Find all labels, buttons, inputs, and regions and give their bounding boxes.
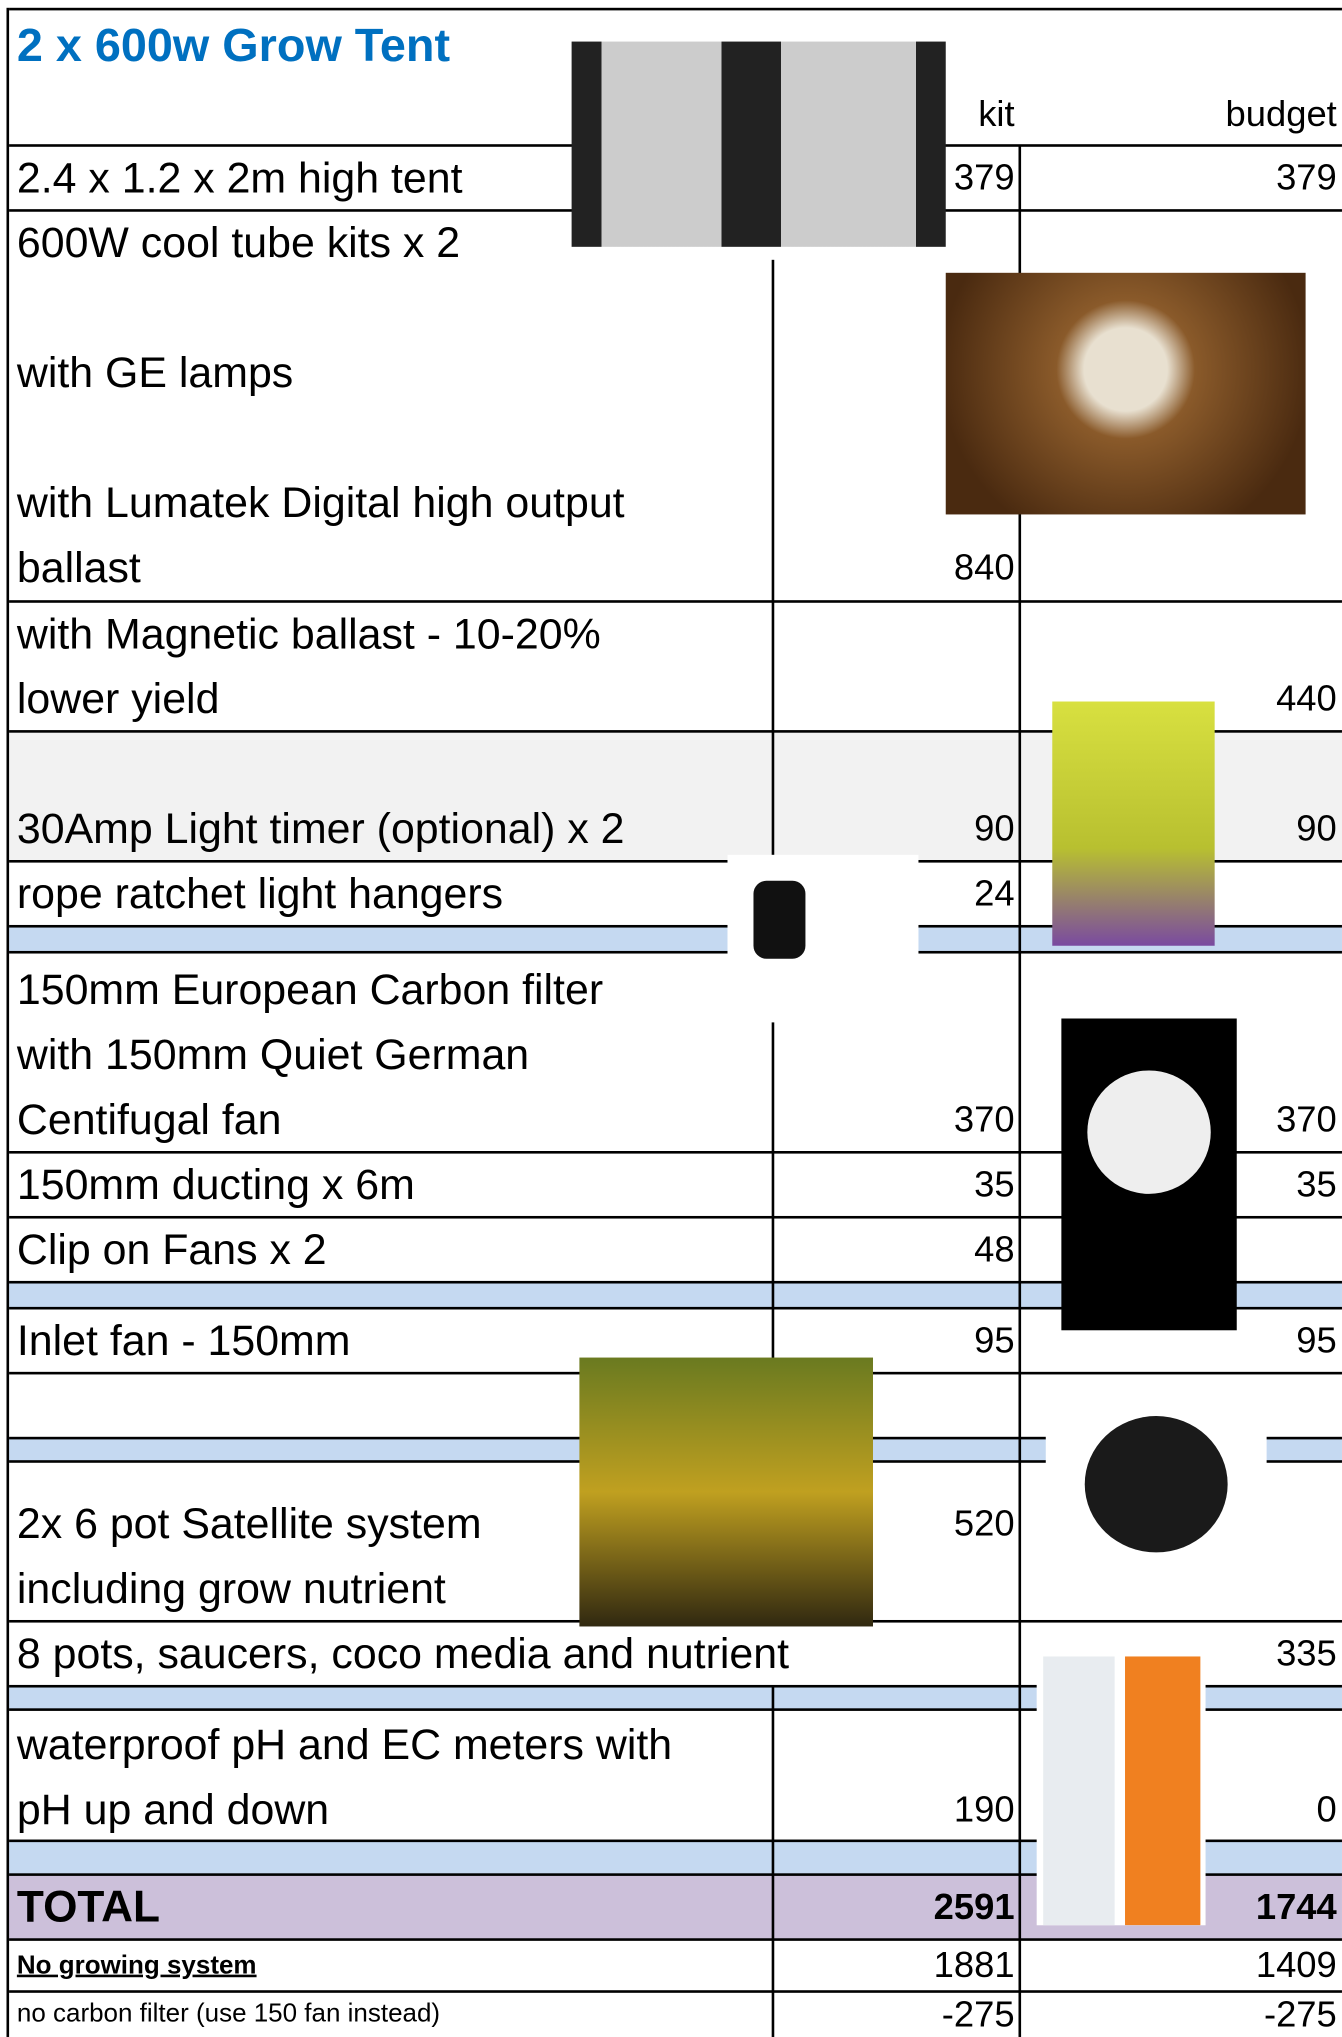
item-text: waterproof pH and EC meters with	[16, 1720, 673, 1769]
budget-price: 370	[1276, 1099, 1337, 1140]
item-text: 2.4 x 1.2 x 2m high tent	[16, 153, 463, 202]
fan-shape	[1087, 1070, 1211, 1194]
timer-photo	[1052, 701, 1215, 946]
kit-price: 35	[974, 1163, 1015, 1205]
kit-price: 90	[974, 808, 1015, 849]
item-text: with GE lamps	[16, 348, 294, 397]
note-label: no carbon filter (use 150 fan instead)	[16, 1999, 441, 2028]
rule	[9, 1215, 1342, 1219]
clip-fan-photo	[1061, 1018, 1237, 1331]
item-text: Clip on Fans x 2	[16, 1225, 327, 1274]
budget-price: 379	[1276, 157, 1337, 198]
kit-price: 370	[953, 1099, 1015, 1140]
rule	[9, 1990, 1342, 1993]
total-kit: 2591	[933, 1886, 1015, 1927]
rule	[9, 1839, 1342, 1843]
pots-photo	[579, 1357, 873, 1627]
rule	[9, 1280, 1342, 1284]
meter-shape	[1043, 1656, 1115, 1926]
rule	[9, 730, 1342, 733]
note-budget: -275	[1263, 1994, 1337, 2035]
kit-price: 48	[974, 1228, 1015, 1270]
item-text: with Lumatek Digital high output	[16, 478, 625, 527]
total-budget: 1744	[1255, 1886, 1337, 1927]
rule	[9, 1938, 1342, 1941]
meters-photo	[1036, 1656, 1206, 1926]
lamp-photo	[945, 272, 1306, 515]
item-text: 30Amp Light timer (optional) x 2	[16, 804, 625, 853]
item-text: 2x 6 pot Satellite system	[16, 1499, 482, 1548]
kit-price: 95	[974, 1319, 1015, 1361]
rule	[9, 1873, 1342, 1876]
item-text: with 150mm Quiet German	[16, 1030, 530, 1079]
note-kit: -275	[941, 1994, 1015, 2035]
total-label: TOTAL	[16, 1882, 161, 1932]
rule	[9, 7, 1342, 11]
kit-price: 24	[974, 872, 1015, 914]
kit-price: 840	[953, 546, 1015, 588]
item-text: ballast	[16, 543, 141, 592]
kit-price: 520	[953, 1503, 1015, 1544]
item-text: lower yield	[16, 674, 220, 723]
column-header: kit	[978, 93, 1015, 134]
item-text: Centifugal fan	[16, 1095, 282, 1144]
item-text: pH up and down	[16, 1784, 330, 1834]
rule	[1018, 145, 1022, 2037]
rule	[9, 1306, 1342, 1310]
hanger-shape	[753, 880, 806, 959]
budget-price: 0	[1316, 1788, 1337, 1830]
item-text: including grow nutrient	[16, 1564, 446, 1613]
rule	[771, 1686, 775, 2037]
note-label: No growing system	[16, 1951, 257, 1980]
meter-shape	[1125, 1656, 1201, 1926]
inlet-fan-photo	[1045, 1396, 1267, 1572]
note-kit: 1881	[933, 1944, 1015, 1986]
item-text: 8 pots, saucers, coco media and nutrient	[16, 1629, 790, 1678]
budget-price: 335	[1276, 1632, 1337, 1674]
kit-price: 190	[953, 1788, 1015, 1830]
budget-price: 440	[1276, 678, 1337, 719]
rule	[9, 860, 1342, 863]
separator	[9, 1686, 1342, 1710]
budget-price: 35	[1296, 1163, 1337, 1205]
rule	[9, 924, 1342, 928]
kit-price: 379	[953, 157, 1015, 198]
item-text: with Magnetic ballast - 10-20%	[16, 609, 601, 658]
rule	[9, 1151, 1342, 1154]
fan-shape	[1084, 1416, 1228, 1553]
rule	[9, 950, 1342, 954]
rule	[9, 1708, 1342, 1711]
budget-price: 90	[1296, 808, 1337, 849]
item-text: rope ratchet light hangers	[16, 869, 504, 918]
hanger-photo	[727, 854, 919, 1023]
item-text: 600W cool tube kits x 2	[16, 218, 461, 267]
rule	[6, 7, 10, 2037]
column-header: budget	[1225, 93, 1337, 134]
tent-photo	[571, 41, 946, 247]
rule	[9, 1684, 1342, 1688]
budget-price: 95	[1296, 1319, 1337, 1361]
title: 2 x 600w Grow Tent	[16, 18, 451, 72]
item-text: 150mm European Carbon filter	[16, 965, 604, 1014]
note-budget: 1409	[1255, 1944, 1337, 1986]
item-text: Inlet fan - 150mm	[16, 1315, 351, 1365]
rule	[9, 600, 1342, 603]
item-text: 150mm ducting x 6m	[16, 1160, 415, 1209]
